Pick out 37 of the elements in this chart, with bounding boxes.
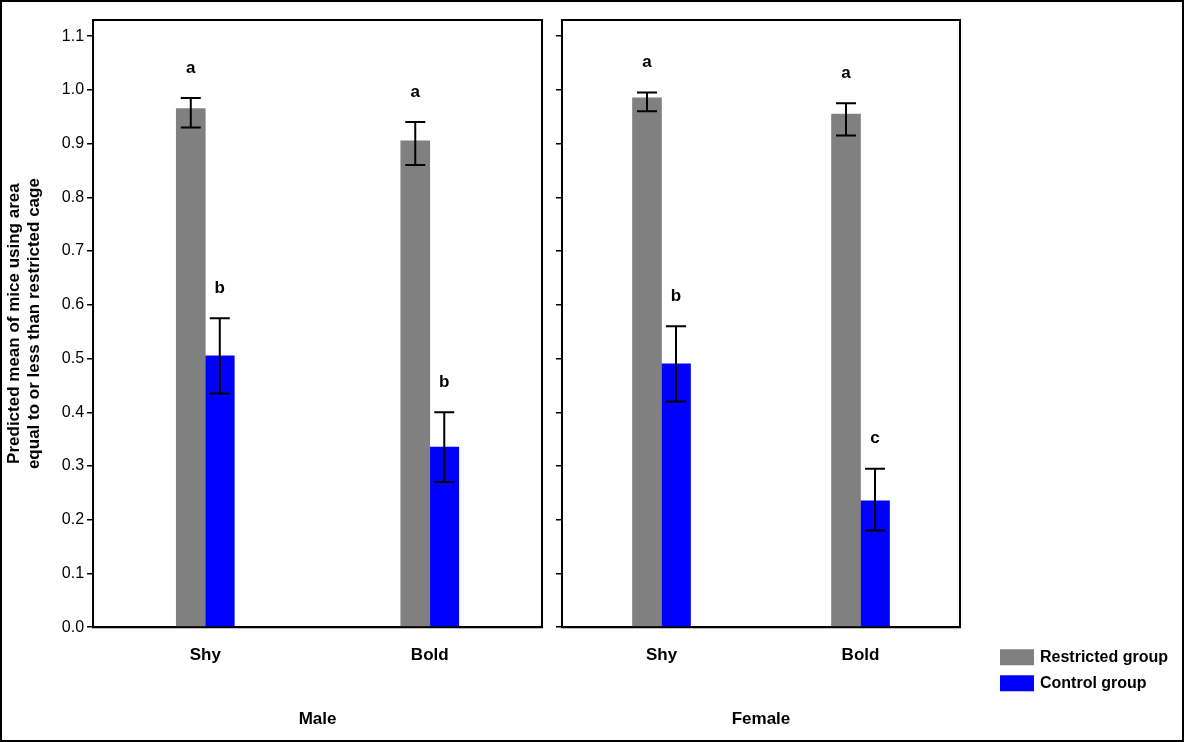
x-axis-title: Male: [298, 709, 337, 729]
y-tick-label: 0.0: [61, 617, 85, 635]
x-tick-label: Shy: [645, 645, 678, 665]
x-axis-title: Female: [731, 709, 791, 729]
x-tick-label: Bold: [841, 645, 880, 665]
annotation: a: [186, 57, 197, 77]
annotation: b: [670, 285, 682, 305]
legend-label: Restricted group: [1040, 647, 1169, 665]
y-tick-label: 1.0: [61, 80, 85, 98]
y-tick-label: 0.6: [61, 295, 85, 313]
bar: [175, 108, 206, 627]
bar: [400, 140, 431, 627]
y-tick-label: 0.3: [61, 456, 85, 474]
bar: [632, 97, 662, 627]
bar: [831, 113, 861, 627]
annotation: b: [214, 277, 225, 297]
legend-label: Control group: [1040, 673, 1147, 691]
x-tick-label: Bold: [410, 645, 449, 665]
y-tick-label: 0.8: [61, 187, 85, 205]
y-tick-label: 1.1: [61, 26, 85, 44]
annotation: a: [410, 81, 421, 101]
y-tick-label: 0.9: [61, 134, 85, 151]
x-tick-label: Shy: [189, 645, 222, 665]
bar: [429, 446, 460, 627]
y-tick-label: 0.4: [61, 402, 85, 420]
y-tick-label: 0.2: [61, 510, 85, 528]
bar: [204, 355, 235, 627]
y-tick-label: 0.1: [61, 563, 85, 581]
y-tick-label: 0.5: [61, 348, 85, 366]
annotation: c: [870, 428, 880, 448]
annotation: a: [841, 62, 852, 82]
y-tick-label: 0.7: [61, 241, 85, 259]
bar: [860, 500, 890, 627]
bar: [661, 363, 691, 627]
y-axis-title: Predicted mean of mice using area equal to or less than restricted cage: [3, 178, 44, 470]
annotation: b: [439, 371, 450, 391]
annotation: a: [642, 52, 653, 72]
